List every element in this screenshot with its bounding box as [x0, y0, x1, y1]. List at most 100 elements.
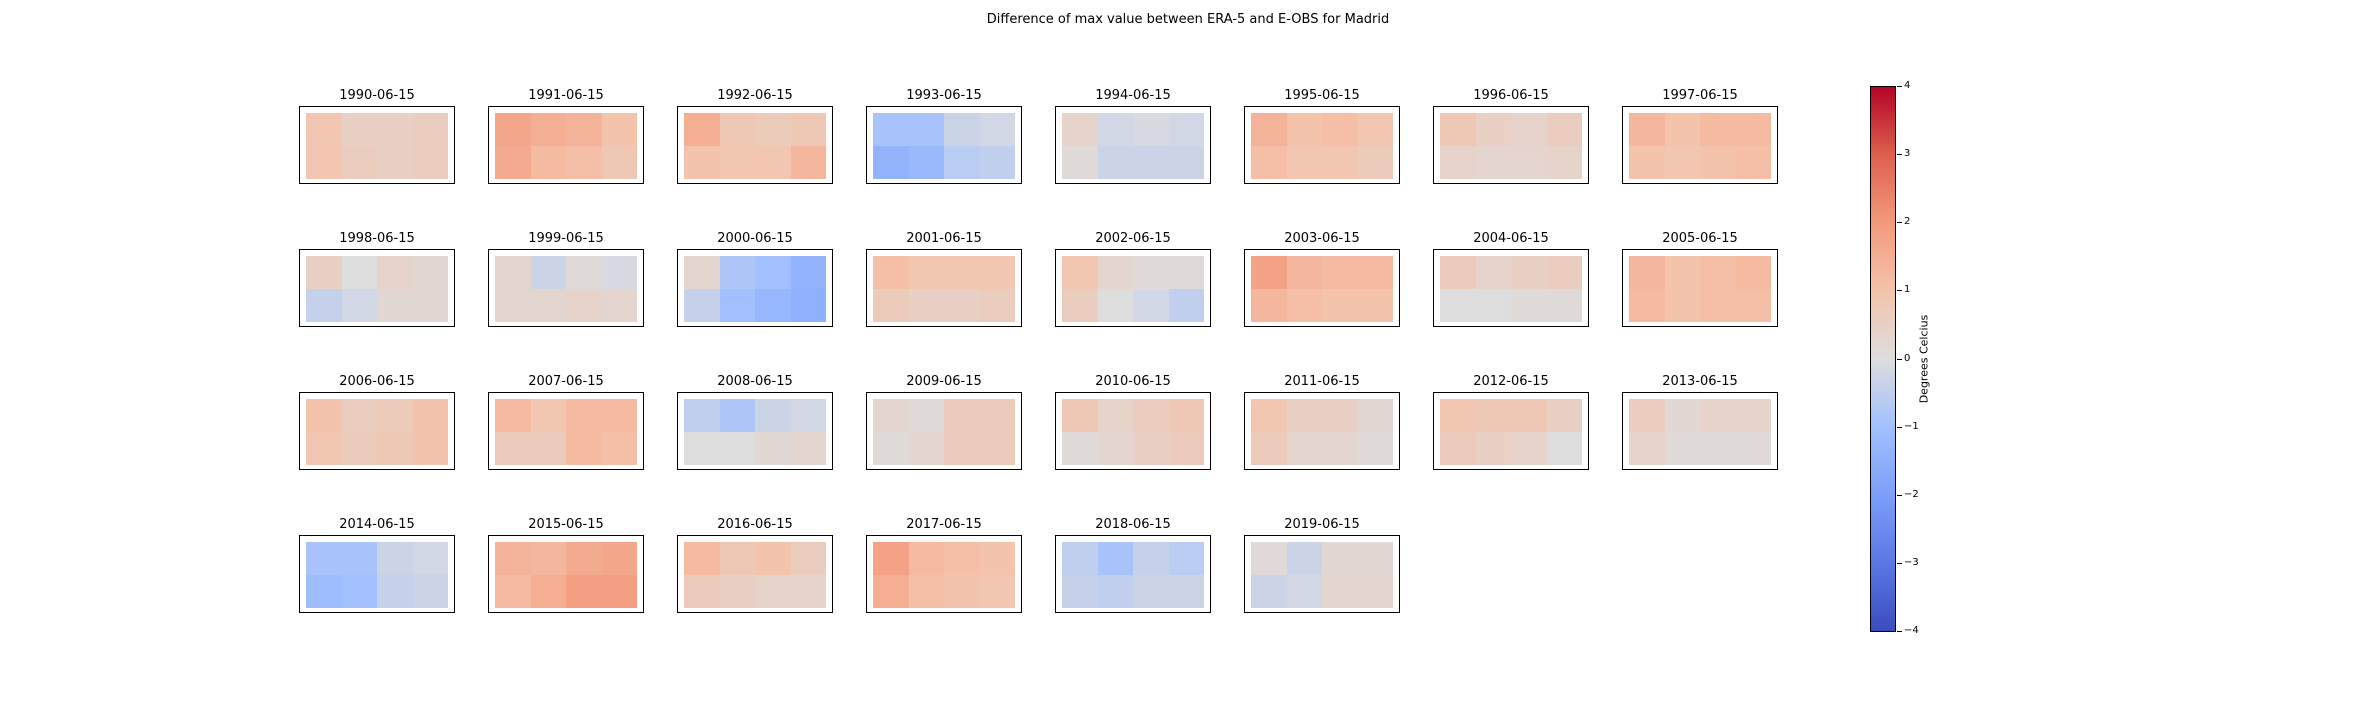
heatmap-cell [684, 289, 720, 322]
heatmap-cell [684, 399, 720, 432]
heatmap-cell [1475, 113, 1511, 146]
heatmap-cell [495, 575, 531, 608]
heatmap-cell [1286, 432, 1322, 465]
panel-title: 2004-06-15 [1473, 231, 1549, 246]
heatmap-cell [566, 432, 602, 465]
heatmap-cell [495, 256, 531, 289]
heatmap-cell [412, 542, 448, 575]
heatmap-cell [1097, 432, 1133, 465]
panel-title: 1996-06-15 [1473, 88, 1549, 103]
heatmap-cell [908, 432, 944, 465]
heatmap-grid [873, 399, 1015, 465]
heatmap-cell [719, 432, 755, 465]
heatmap-cell [1286, 575, 1322, 608]
heatmap-cell [1286, 256, 1322, 289]
heatmap-grid [306, 542, 448, 608]
panel-title: 1997-06-15 [1662, 88, 1738, 103]
heatmap-cell [306, 432, 342, 465]
heatmap-cell [412, 399, 448, 432]
heatmap-cell [1511, 256, 1547, 289]
heatmap-panel [1055, 535, 1211, 613]
heatmap-cell [1251, 399, 1287, 432]
heatmap-cell [1511, 432, 1547, 465]
heatmap-cell [412, 113, 448, 146]
heatmap-cell [1062, 432, 1098, 465]
heatmap-cell [790, 289, 826, 322]
heatmap-cell [944, 113, 980, 146]
heatmap-cell [1546, 113, 1582, 146]
heatmap-panel [677, 106, 833, 184]
heatmap-cell [944, 256, 980, 289]
panel-title: 1990-06-15 [339, 88, 415, 103]
heatmap-cell [1735, 432, 1771, 465]
heatmap-panel [488, 106, 644, 184]
heatmap-cell [341, 289, 377, 322]
heatmap-cell [944, 146, 980, 179]
heatmap-panel [1622, 392, 1778, 470]
heatmap-cell [719, 399, 755, 432]
heatmap-cell [1700, 432, 1736, 465]
heatmap-cell [684, 256, 720, 289]
heatmap-grid [1440, 113, 1582, 179]
panel-title: 2015-06-15 [528, 517, 604, 532]
panel-title: 2003-06-15 [1284, 231, 1360, 246]
heatmap-cell [1475, 289, 1511, 322]
heatmap-cell [1322, 146, 1358, 179]
heatmap-cell [790, 113, 826, 146]
heatmap-cell [1251, 146, 1287, 179]
heatmap-cell [530, 542, 566, 575]
panel-title: 2002-06-15 [1095, 231, 1171, 246]
heatmap-cell [1168, 289, 1204, 322]
heatmap-panel [488, 249, 644, 327]
panel-title: 2009-06-15 [906, 374, 982, 389]
colorbar-tick-label: 1 [1904, 284, 1911, 295]
colorbar-tick [1897, 154, 1902, 155]
heatmap-panel [1433, 392, 1589, 470]
heatmap-cell [719, 146, 755, 179]
heatmap-cell [1735, 399, 1771, 432]
panel-title: 2011-06-15 [1284, 374, 1360, 389]
heatmap-cell [684, 113, 720, 146]
heatmap-cell [1357, 146, 1393, 179]
heatmap-cell [1133, 256, 1169, 289]
heatmap-cell [1251, 575, 1287, 608]
heatmap-cell [1440, 289, 1476, 322]
heatmap-cell [377, 399, 413, 432]
heatmap-cell [1251, 256, 1287, 289]
heatmap-cell [979, 399, 1015, 432]
heatmap-cell [341, 399, 377, 432]
heatmap-cell [873, 256, 909, 289]
heatmap-cell [341, 256, 377, 289]
colorbar-tick-label: 4 [1904, 80, 1911, 91]
heatmap-cell [1251, 542, 1287, 575]
heatmap-cell [1664, 113, 1700, 146]
heatmap-cell [495, 113, 531, 146]
heatmap-cell [790, 256, 826, 289]
heatmap-cell [1168, 146, 1204, 179]
heatmap-cell [979, 432, 1015, 465]
heatmap-cell [719, 289, 755, 322]
heatmap-cell [1735, 146, 1771, 179]
heatmap-cell [873, 146, 909, 179]
heatmap-panel [1244, 392, 1400, 470]
heatmap-cell [495, 399, 531, 432]
heatmap-cell [908, 542, 944, 575]
heatmap-grid [1251, 256, 1393, 322]
heatmap-cell [377, 575, 413, 608]
heatmap-cell [530, 399, 566, 432]
panel-title: 2014-06-15 [339, 517, 415, 532]
heatmap-cell [412, 289, 448, 322]
heatmap-cell [412, 575, 448, 608]
heatmap-cell [944, 432, 980, 465]
heatmap-cell [412, 256, 448, 289]
panel-title: 2007-06-15 [528, 374, 604, 389]
heatmap-grid [1251, 542, 1393, 608]
heatmap-cell [719, 256, 755, 289]
heatmap-cell [530, 289, 566, 322]
heatmap-cell [1251, 432, 1287, 465]
heatmap-cell [1168, 113, 1204, 146]
heatmap-cell [790, 432, 826, 465]
heatmap-cell [306, 542, 342, 575]
heatmap-cell [1735, 256, 1771, 289]
